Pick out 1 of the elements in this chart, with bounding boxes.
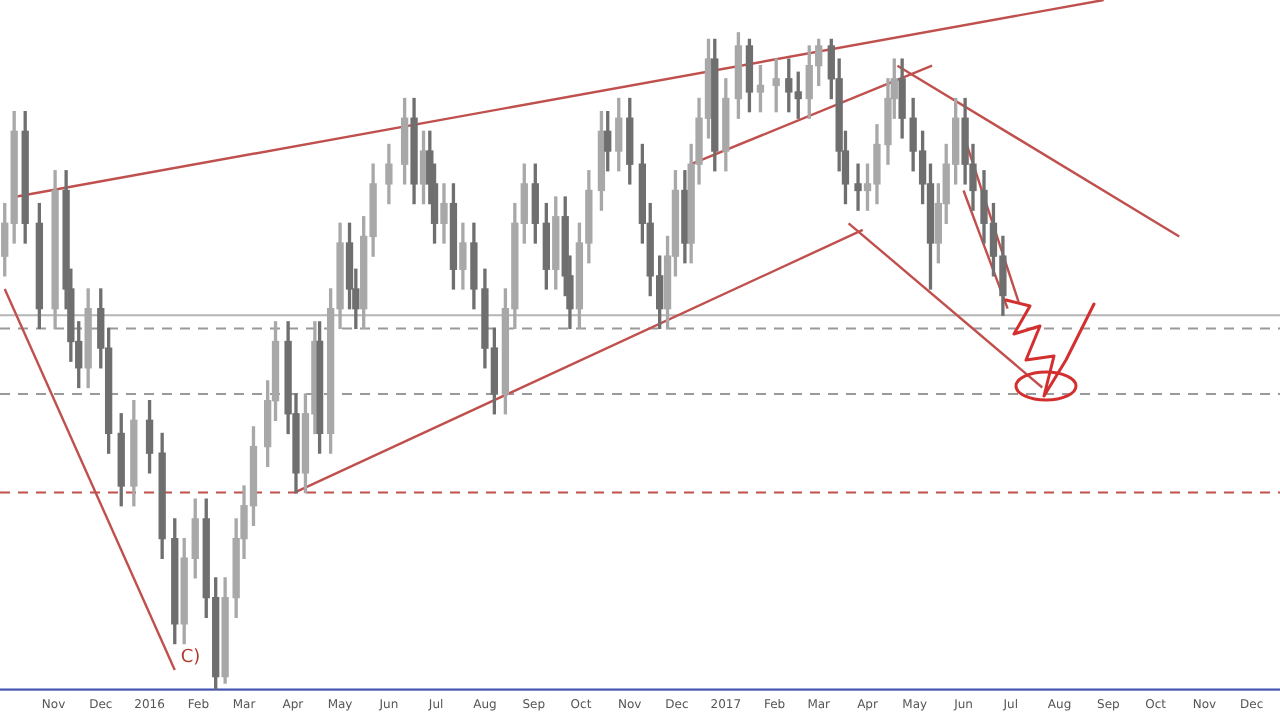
annotation: C) — [180, 647, 201, 668]
